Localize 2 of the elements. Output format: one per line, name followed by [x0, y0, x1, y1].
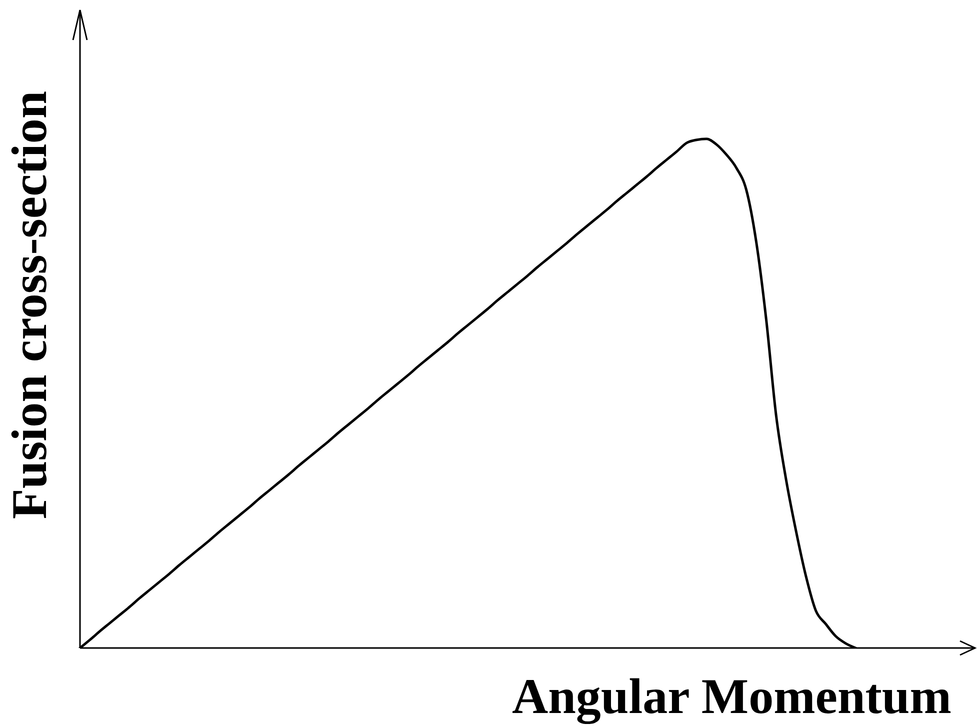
y-axis-title: Fusion cross-section: [1, 90, 57, 520]
x-axis-title: Angular Momentum: [512, 668, 952, 725]
